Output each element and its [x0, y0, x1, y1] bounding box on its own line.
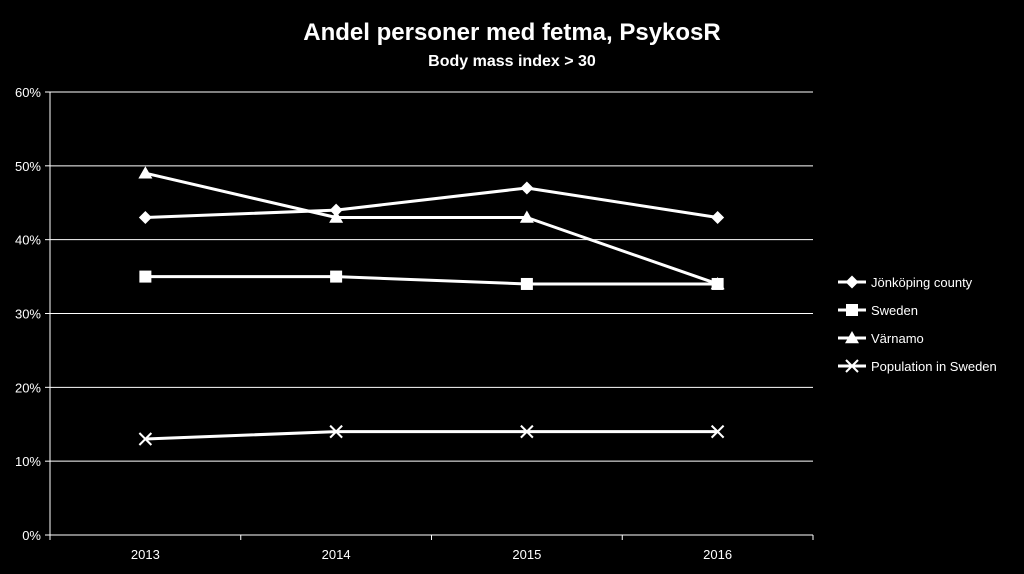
data-point [710, 424, 725, 439]
x-tick-label: 2015 [512, 547, 541, 562]
chart-title: Andel personer med fetma, PsykosR [303, 19, 720, 46]
data-point [520, 424, 534, 439]
legend-item: Värnamo [838, 331, 924, 346]
y-tick-label: 40% [15, 233, 41, 248]
legend: Jönköping county Sweden Värnamo Population … [838, 275, 997, 374]
data-point [519, 210, 534, 223]
legend-marker [845, 331, 859, 344]
legend-marker [845, 275, 859, 289]
legend-label: Jönköping county [871, 275, 973, 290]
legend-label: Population in Sweden [871, 359, 997, 374]
legend-item: Jönköping county [838, 275, 973, 290]
x-tick-label: 2014 [322, 547, 351, 562]
data-point [710, 276, 725, 290]
legend-marker [845, 359, 859, 373]
data-point [520, 181, 534, 195]
legend-item: Population in Sweden [838, 359, 997, 374]
axes: 0% 10% 20% 30% 40% 50% 60% 2013 2014 2015 2016 [15, 85, 814, 562]
data-point [329, 424, 343, 439]
series-line [145, 171, 719, 286]
series-line [145, 430, 718, 441]
data-point [138, 211, 152, 225]
y-tick-label: 0% [22, 528, 41, 543]
data-point [138, 166, 153, 179]
y-tick-label: 10% [15, 454, 41, 469]
series-1 [139, 270, 724, 290]
data-point [138, 432, 153, 446]
series-line [145, 275, 718, 286]
series-line [145, 186, 718, 220]
y-tick-label: 20% [15, 380, 41, 395]
data-point [329, 210, 344, 223]
legend-label: Sweden [871, 303, 918, 318]
chart-subtitle: Body mass index > 30 [428, 53, 596, 70]
legend-label: Värnamo [871, 331, 924, 346]
data-point [520, 277, 533, 290]
series-3 [138, 424, 725, 446]
x-tick-label: 2013 [131, 547, 160, 562]
series-2 [138, 166, 725, 290]
series-0 [138, 181, 725, 225]
data-point [139, 270, 152, 283]
y-tick-label: 50% [15, 159, 41, 174]
legend-marker [846, 304, 858, 316]
y-tick-label: 30% [15, 307, 41, 322]
legend-item: Sweden [838, 303, 918, 318]
y-tick-label: 60% [15, 85, 41, 100]
series-group [138, 166, 725, 446]
data-point [711, 211, 725, 225]
x-tick-label: 2016 [703, 547, 732, 562]
data-point [330, 270, 343, 283]
grid-lines [50, 91, 813, 462]
data-point [329, 203, 343, 217]
